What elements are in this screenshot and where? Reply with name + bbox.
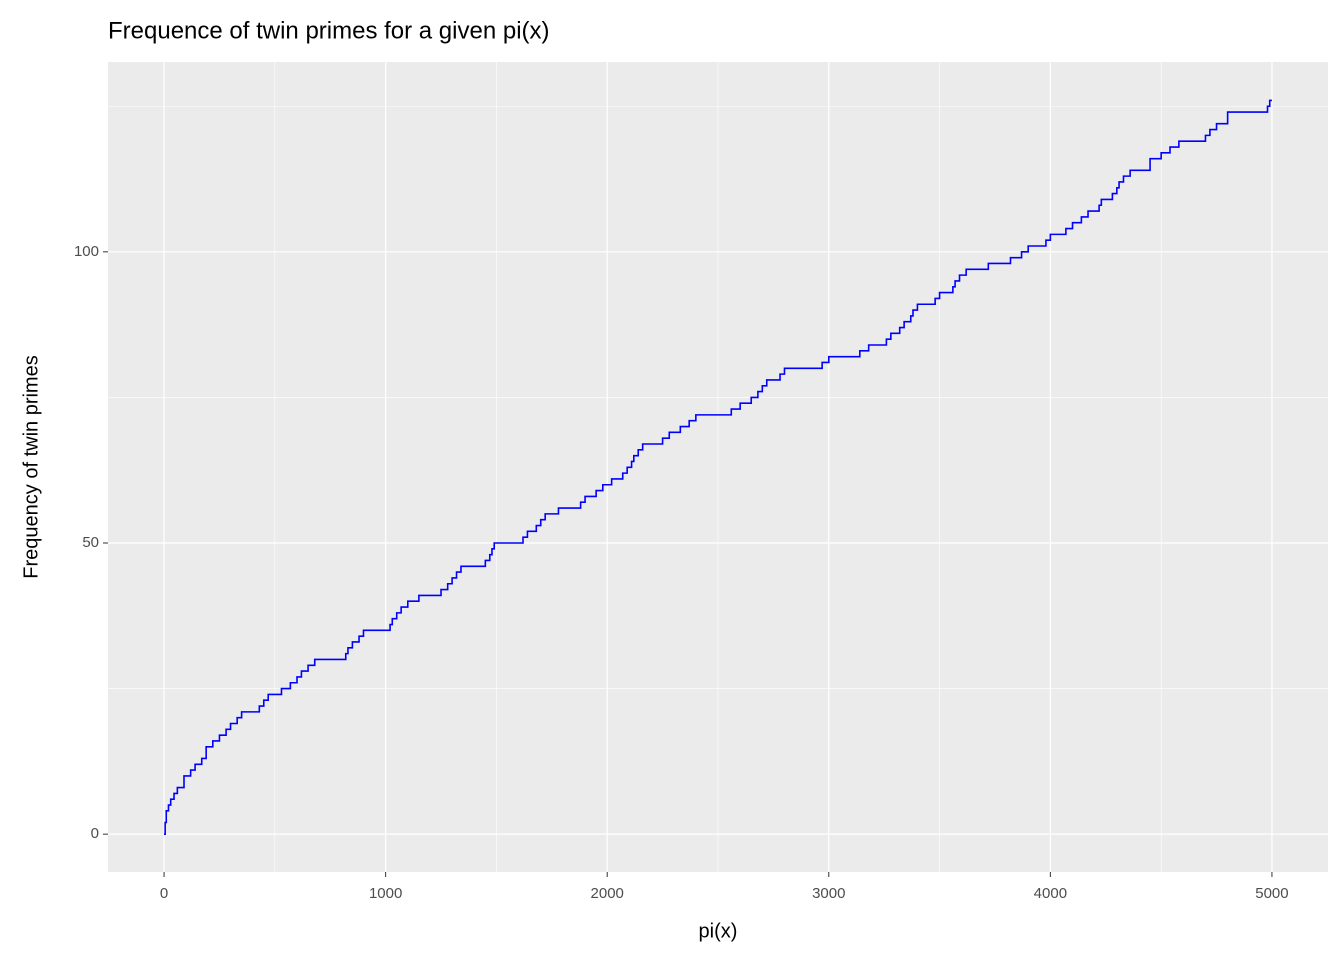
y-tick-label: 100 [74, 243, 99, 260]
y-axis-title: Frequency of twin primes [20, 355, 42, 578]
chart-title: Frequence of twin primes for a given pi(… [108, 17, 550, 44]
x-tick-label: 4000 [1034, 885, 1067, 902]
x-tick-label: 5000 [1255, 885, 1288, 902]
y-tick-label: 50 [82, 534, 99, 551]
x-tick-label: 1000 [369, 885, 402, 902]
step-line [164, 99, 1272, 835]
x-axis-title: pi(x) [699, 920, 738, 942]
y-tick-label: 0 [91, 825, 99, 842]
x-tick-label: 3000 [812, 885, 845, 902]
x-tick-label: 2000 [591, 885, 624, 902]
x-tick-label: 0 [160, 885, 168, 902]
